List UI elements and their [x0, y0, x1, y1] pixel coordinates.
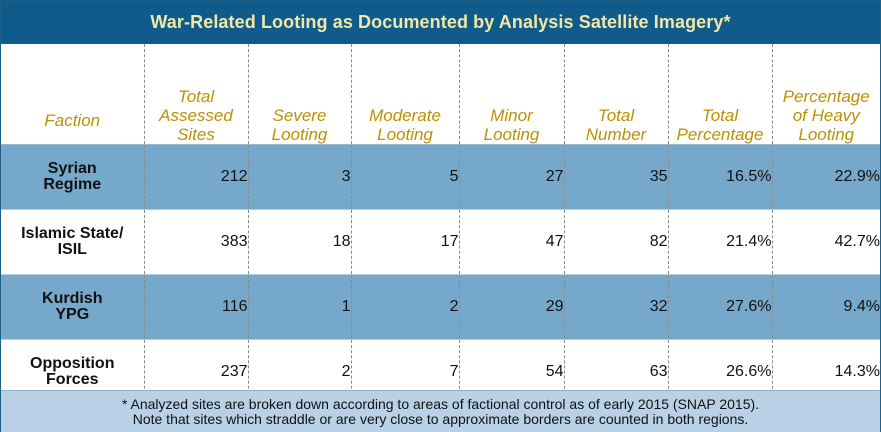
total-assessed-sites-cell: 116 — [143, 274, 249, 340]
header-minor-looting: Minor Looting — [458, 44, 565, 145]
severe-looting-cell: 18 — [247, 209, 352, 275]
faction-cell: Islamic State/ ISIL — [1, 209, 145, 275]
table-row-syrian-regime: Syrian Regime 212 3 5 27 35 16.5% 22.9% — [1, 144, 880, 210]
header-line: Total — [701, 106, 739, 125]
header-line: Percentage — [782, 87, 870, 106]
heavy-looting-percentage-cell: 42.7% — [771, 209, 880, 275]
footnote-line-1: * Analyzed sites are broken down accordi… — [121, 395, 760, 412]
minor-looting-cell: 27 — [458, 144, 565, 210]
faction-cell: Kurdish YPG — [1, 274, 145, 340]
header-line: Looting — [483, 125, 540, 144]
header-line: Percentage — [676, 125, 764, 144]
faction-line: ISIL — [57, 241, 87, 258]
header-total-percentage: Total Percentage — [667, 44, 773, 145]
moderate-looting-cell: 2 — [350, 274, 460, 340]
header-percentage-heavy-looting: Percentage of Heavy Looting — [771, 44, 880, 145]
total-assessed-sites-cell: 212 — [143, 144, 249, 210]
header-line: of Heavy — [792, 106, 860, 125]
total-percentage-cell: 21.4% — [667, 209, 773, 275]
minor-looting-cell: 47 — [458, 209, 565, 275]
header-line: Total — [597, 106, 635, 125]
total-assessed-sites-cell: 383 — [143, 209, 249, 275]
footnote: * Analyzed sites are broken down accordi… — [1, 390, 880, 432]
header-line: Minor — [490, 106, 533, 125]
severe-looting-cell: 3 — [247, 144, 352, 210]
faction-line: Kurdish — [42, 290, 103, 307]
header-faction-line-1: Faction — [44, 111, 101, 130]
total-number-cell: 32 — [563, 274, 669, 340]
minor-looting-cell: 29 — [458, 274, 565, 340]
faction-line: Islamic State/ — [21, 225, 124, 242]
header-total-number: Total Number — [563, 44, 669, 145]
table-row-islamic-state: Islamic State/ ISIL 383 18 17 47 82 21.4… — [1, 209, 880, 275]
table-title: War-Related Looting as Documented by Ana… — [1, 1, 880, 44]
faction-line: Syrian — [47, 160, 97, 177]
header-line: Sites — [177, 125, 215, 144]
header-line: Number — [585, 125, 647, 144]
total-percentage-cell: 27.6% — [667, 274, 773, 340]
header-line: Severe — [272, 106, 327, 125]
header-line: Assessed — [159, 106, 233, 125]
total-number-cell: 35 — [563, 144, 669, 210]
moderate-looting-cell: 5 — [350, 144, 460, 210]
faction-line: YPG — [55, 306, 90, 323]
footnote-line-2: Note that sites which straddle or are ve… — [132, 410, 749, 427]
header-line: Total — [177, 87, 215, 106]
faction-line: Forces — [46, 371, 99, 388]
looting-table: Faction Total Assessed Sites Severe Loot… — [1, 44, 880, 405]
moderate-looting-cell: 17 — [350, 209, 460, 275]
header-moderate-looting: Moderate Looting — [350, 44, 460, 145]
heavy-looting-percentage-cell: 22.9% — [771, 144, 880, 210]
faction-cell: Syrian Regime — [1, 144, 145, 210]
severe-looting-cell: 1 — [247, 274, 352, 340]
header-row: Faction Total Assessed Sites Severe Loot… — [1, 44, 880, 145]
header-line: Looting — [798, 125, 855, 144]
header-line: Looting — [377, 125, 433, 144]
table-row-kurdish-ypg: Kurdish YPG 116 1 2 29 32 27.6% 9.4% — [1, 274, 880, 340]
header-severe-looting: Severe Looting — [247, 44, 352, 145]
header-line: Looting — [271, 125, 328, 144]
total-number-cell: 82 — [563, 209, 669, 275]
header-total-assessed-sites: Total Assessed Sites — [143, 44, 249, 145]
header-line: Moderate — [369, 106, 441, 125]
total-percentage-cell: 16.5% — [667, 144, 773, 210]
heavy-looting-percentage-cell: 9.4% — [771, 274, 880, 340]
faction-line: Regime — [43, 176, 102, 193]
faction-line: Opposition — [30, 355, 115, 372]
header-faction: Faction — [1, 44, 145, 145]
